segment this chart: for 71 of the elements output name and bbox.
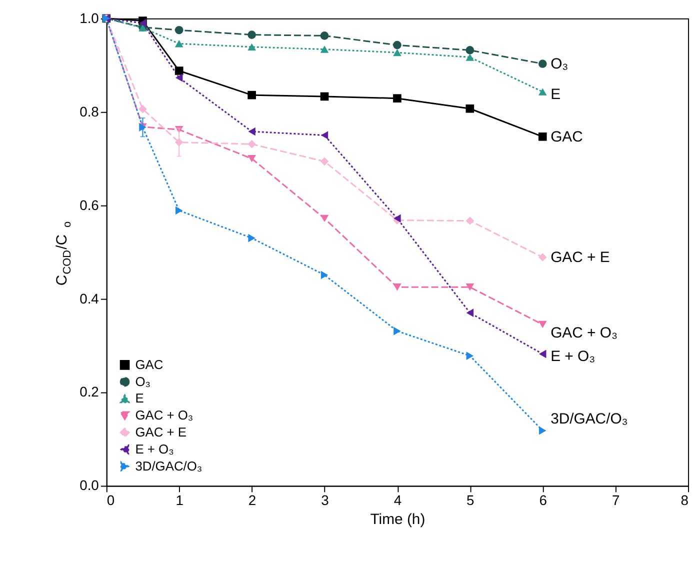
point [393,94,402,102]
point [538,320,547,328]
x-tick-label: 8 [680,492,689,508]
point [248,155,256,162]
point [393,40,402,50]
y-tick-label: 0.6 [80,196,100,213]
text: E [550,86,561,103]
point [175,206,183,215]
point [538,132,547,141]
y-tick-label: 0.2 [80,384,100,400]
point [174,40,184,48]
text: E + O₃ [550,348,596,365]
point [248,234,256,242]
x-tick-label: 3 [321,492,330,508]
point [394,326,401,336]
point [539,426,546,435]
point [175,74,183,82]
legend-label: GAC + O₃ [135,408,194,423]
point [466,46,474,54]
point [466,104,474,113]
x-tick-label: 7 [612,492,620,508]
y-tick-label: 0.0 [80,477,100,494]
point [174,26,184,34]
y-tick-label: 0.8 [80,103,100,120]
point [466,284,474,291]
text: GAC [550,130,583,146]
x-tick-label: 5 [466,492,475,508]
point [320,270,328,280]
x-tick-label: 2 [248,492,256,508]
point [538,88,547,96]
y-tick-label: 1.0 [80,10,100,26]
point [248,140,256,148]
x-axis-title: Time (h) [370,512,426,528]
point [539,350,546,358]
x-tick-label: 4 [394,492,402,508]
point [138,104,147,114]
point [174,66,184,75]
point [320,92,329,101]
point [320,157,329,166]
point [248,43,256,51]
point [393,284,402,291]
point [320,46,329,53]
x-tick-label: 0 [106,492,115,508]
legend-label: 3D/GAC/O₃ [135,458,202,474]
legend-label: GAC + E [135,424,187,440]
point [248,90,256,100]
point [466,352,474,360]
x-tick-label: 1 [176,492,184,508]
point [393,48,402,56]
point [466,54,474,61]
point [466,216,474,225]
point [538,253,547,262]
x-tick-label: 6 [539,492,548,508]
point [248,127,256,136]
legend-label: GAC [135,356,164,372]
text: 3D/GAC/O₃ [550,412,628,428]
point [320,131,328,140]
point [320,214,329,222]
text: GAC + O₃ [550,325,618,342]
point [538,60,547,68]
legend-label: E [135,390,144,406]
point [320,32,329,40]
y-tick-label: 0.4 [80,290,100,306]
text: GAC + E [550,250,610,266]
text: O₃ [550,56,568,73]
y-axis-title: CCOD/Co [54,221,74,286]
legend-label: E + O₃ [135,441,174,456]
point [248,30,256,39]
point [139,18,146,28]
point [466,308,474,317]
legend-label: O₃ [135,374,151,389]
